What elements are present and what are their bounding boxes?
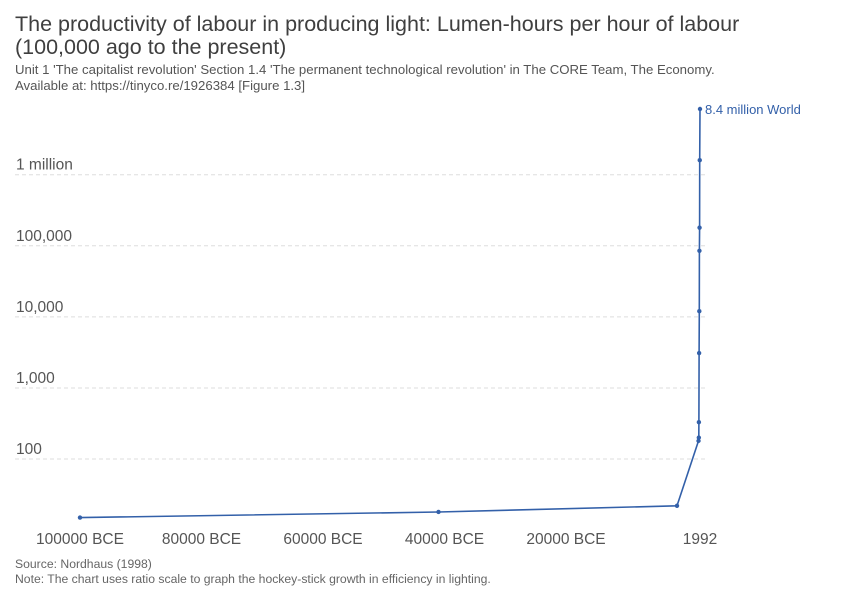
data-point	[674, 503, 680, 508]
x-tick-label: 100000 BCE	[36, 531, 124, 548]
series-layer: 8.4 million World	[77, 102, 801, 520]
x-tick-label: 60000 BCE	[283, 531, 362, 548]
y-tick-label: 1,000	[16, 370, 55, 387]
grid-lines	[15, 174, 705, 460]
series-end-label: 8.4 million World	[705, 102, 801, 117]
y-tick-label: 10,000	[16, 299, 64, 316]
chart-footer: Source: Nordhaus (1998) Note: The chart …	[15, 557, 491, 586]
data-point	[696, 435, 702, 440]
x-tick-label: 40000 BCE	[405, 531, 484, 548]
series-line	[79, 108, 701, 519]
chart-subtitle: Unit 1 'The capitalist revolution' Secti…	[15, 62, 825, 93]
source-note: Source: Nordhaus (1998)	[15, 557, 152, 571]
x-tick-label: 20000 BCE	[526, 531, 605, 548]
chart-title: The productivity of labour in producing …	[15, 12, 740, 59]
y-axis-tick-labels: 100 1,000 10,000 100,000 1 million	[16, 157, 73, 458]
data-point	[696, 350, 702, 356]
data-point	[697, 157, 702, 163]
subtitle-line-1: Unit 1 'The capitalist revolution' Secti…	[15, 62, 715, 77]
data-point	[697, 225, 702, 230]
y-tick-label: 100,000	[16, 228, 72, 245]
data-point	[697, 106, 703, 112]
y-tick-label: 100	[16, 441, 42, 458]
chart-note: Note: The chart uses ratio scale to grap…	[15, 571, 491, 586]
x-tick-label: 1992	[683, 531, 717, 548]
data-point	[697, 309, 702, 314]
data-point	[696, 419, 702, 425]
x-tick-label: 80000 BCE	[162, 531, 241, 548]
subtitle-line-2: Available at: https://tinyco.re/1926384 …	[15, 77, 306, 93]
y-tick-label: 1 million	[16, 157, 73, 174]
data-point	[696, 438, 701, 444]
data-point	[697, 248, 702, 253]
x-axis-tick-labels: 100000 BCE 80000 BCE 60000 BCE 40000 BCE 200…	[36, 531, 717, 548]
data-point	[436, 509, 441, 515]
data-point	[77, 515, 83, 520]
